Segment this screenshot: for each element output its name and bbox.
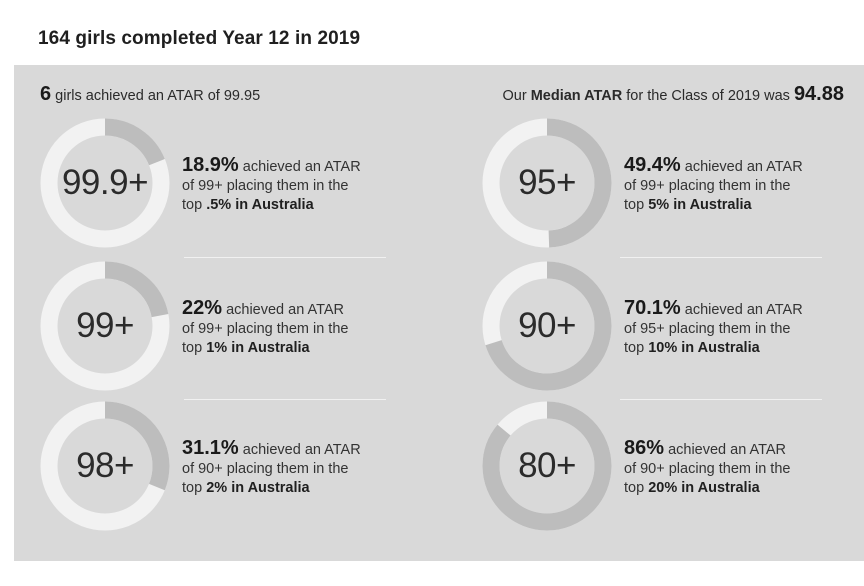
stat-line-2: of 95+ placing them in the [624, 321, 791, 337]
ring-fill [482, 261, 612, 391]
stat-line-3-bold: .5% in Australia [206, 197, 314, 213]
ring-label: 90+ [518, 306, 576, 345]
page-title: 164 girls completed Year 12 in 2019 [38, 28, 361, 49]
median-middle: for the Class of 2019 was [626, 88, 790, 104]
ring-label: 99.9+ [61, 163, 149, 202]
stat-description: 18.9% achieved an ATAR of 99+ placing th… [182, 154, 422, 215]
stat-item-99-9: 99.9+ 18.9% achieved an ATAR of 99+ plac… [40, 118, 440, 248]
stat-description: 31.1% achieved an ATAR of 90+ placing th… [182, 437, 422, 498]
ring-fill [40, 261, 170, 391]
results-panel: 6 girls achieved an ATAR of 99.95 Our Me… [14, 65, 864, 561]
stat-line-1: achieved an ATAR [242, 159, 361, 175]
stat-percentage: 18.9% [182, 154, 239, 176]
stat-percentage: 70.1% [624, 297, 681, 319]
stat-item-99: 99+ 22% achieved an ATAR of 99+ placing … [40, 261, 440, 391]
progress-ring: 99.9+ [40, 118, 170, 248]
stat-line-3-prefix: top [624, 480, 645, 496]
top-scorers-count: 6 [40, 83, 52, 105]
stat-percentage: 86% [624, 437, 665, 459]
stat-item-80: 80+ 86% achieved an ATAR of 90+ placing … [482, 401, 864, 531]
top-scorers-text: girls achieved an ATAR of 99.95 [55, 88, 261, 104]
ring-fill [40, 118, 170, 248]
stat-line-2: of 99+ placing them in the [182, 178, 349, 194]
stat-description: 22% achieved an ATAR of 99+ placing them… [182, 297, 422, 358]
ring-fill [482, 401, 612, 531]
stat-description: 86% achieved an ATAR of 90+ placing them… [624, 437, 864, 498]
progress-ring: 95+ [482, 118, 612, 248]
progress-ring: 90+ [482, 261, 612, 391]
stat-line-3-bold: 10% in Australia [648, 340, 760, 356]
divider [184, 399, 386, 400]
stat-description: 49.4% achieved an ATAR of 99+ placing th… [624, 154, 864, 215]
stat-line-3-prefix: top [624, 340, 645, 356]
stat-line-3-prefix: top [182, 480, 203, 496]
stat-percentage: 22% [182, 297, 223, 319]
stat-line-3-bold: 5% in Australia [648, 197, 752, 213]
stat-line-3-bold: 1% in Australia [206, 340, 310, 356]
ring-fill [40, 401, 170, 531]
stat-line-3-bold: 20% in Australia [648, 480, 760, 496]
stat-percentage: 49.4% [624, 154, 681, 176]
stat-line-3-prefix: top [182, 340, 203, 356]
stat-line-1: achieved an ATAR [684, 302, 803, 318]
divider [184, 257, 386, 258]
stat-item-98: 98+ 31.1% achieved an ATAR of 90+ placin… [40, 401, 440, 531]
stat-line-1: achieved an ATAR [668, 442, 787, 458]
stat-line-2: of 99+ placing them in the [624, 178, 791, 194]
progress-ring: 80+ [482, 401, 612, 531]
stat-description: 70.1% achieved an ATAR of 95+ placing th… [624, 297, 864, 358]
stat-line-1: achieved an ATAR [684, 159, 803, 175]
divider [620, 257, 822, 258]
stat-line-3-bold: 2% in Australia [206, 480, 310, 496]
divider [620, 399, 822, 400]
ring-label: 99+ [76, 306, 134, 345]
ring-label: 80+ [518, 446, 576, 485]
stat-item-95: 95+ 49.4% achieved an ATAR of 99+ placin… [482, 118, 864, 248]
stat-line-2: of 99+ placing them in the [182, 321, 349, 337]
stat-line-3-prefix: top [624, 197, 645, 213]
stat-percentage: 31.1% [182, 437, 239, 459]
stat-item-90: 90+ 70.1% achieved an ATAR of 95+ placin… [482, 261, 864, 391]
stat-line-3-prefix: top [182, 197, 203, 213]
ring-fill [482, 118, 612, 248]
progress-ring: 98+ [40, 401, 170, 531]
stat-line-1: achieved an ATAR [226, 302, 345, 318]
median-prefix: Our [502, 88, 527, 104]
stat-line-2: of 90+ placing them in the [182, 461, 349, 477]
progress-ring: 99+ [40, 261, 170, 391]
top-scorers-stat: 6 girls achieved an ATAR of 99.95 [40, 83, 260, 106]
stat-line-2: of 90+ placing them in the [624, 461, 791, 477]
ring-label: 98+ [76, 446, 134, 485]
median-stat: Our Median ATAR for the Class of 2019 wa… [502, 83, 844, 106]
stat-line-1: achieved an ATAR [242, 442, 361, 458]
median-label: Median ATAR [530, 88, 623, 104]
ring-label: 95+ [518, 163, 576, 202]
median-value: 94.88 [793, 83, 844, 105]
